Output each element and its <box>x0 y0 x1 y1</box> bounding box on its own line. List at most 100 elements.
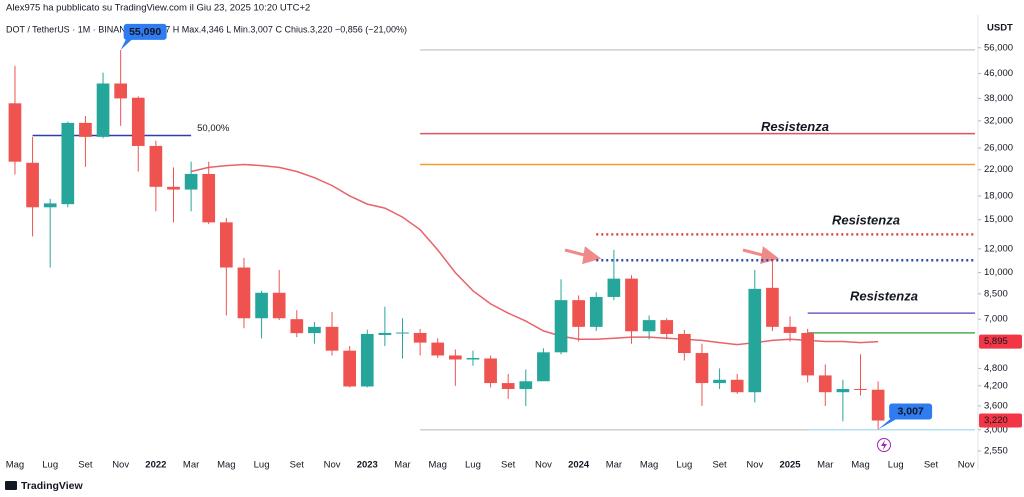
candle-body <box>783 326 797 333</box>
candle-body <box>730 379 744 393</box>
candle-body <box>642 320 656 332</box>
y-tick-label: 12,000 <box>984 243 1013 254</box>
x-tick-label: Mar <box>183 460 199 471</box>
price-tag-label: 5,895 <box>984 336 1008 347</box>
candle-body <box>519 381 533 389</box>
candle-body <box>184 173 198 190</box>
x-tick-label: Nov <box>535 460 552 471</box>
x-tick-label: Set <box>290 460 305 471</box>
candle-body <box>449 355 462 360</box>
y-tick-label: 22,000 <box>984 164 1013 175</box>
x-tick-label: Nov <box>112 460 129 471</box>
price-tag <box>979 413 1022 428</box>
x-tick-label: 2023 <box>357 460 378 471</box>
candle-body <box>818 375 832 393</box>
candle-body <box>766 287 779 327</box>
y-tick-label: 8,500 <box>984 288 1008 299</box>
candle-body <box>801 332 814 376</box>
y-tick-label: 4,800 <box>984 363 1008 374</box>
y-tick-label: 32,000 <box>984 115 1013 126</box>
callout-box <box>889 403 933 420</box>
level-label: Resistenza <box>850 288 918 303</box>
x-tick-label: Mag <box>640 460 658 471</box>
candle-body <box>607 278 621 297</box>
y-tick-label: 26,000 <box>984 142 1013 153</box>
level-label: 50,00% <box>197 123 230 134</box>
candle-body <box>466 357 480 360</box>
x-tick-label: 2022 <box>145 460 166 471</box>
event-bolt <box>881 440 887 450</box>
candle-body <box>114 83 127 99</box>
x-tick-label: Set <box>78 460 93 471</box>
candle-body <box>554 300 568 353</box>
x-tick-label: Lug <box>42 460 58 471</box>
x-tick-label: Nov <box>746 460 763 471</box>
x-tick-label: 2025 <box>779 460 801 471</box>
candle-body <box>836 388 850 393</box>
x-tick-label: Mag <box>851 460 869 471</box>
candle-body <box>272 292 286 319</box>
candle-body <box>96 83 110 137</box>
candle-body <box>854 388 867 390</box>
candle-body <box>413 332 427 343</box>
legend-line: DOT / TetherUS · 1M · BINANCE O4,077 H M… <box>6 24 407 34</box>
candle-body <box>26 162 39 208</box>
callout-pointer <box>878 417 900 430</box>
y-tick-label: 56,000 <box>984 42 1013 53</box>
candle-body <box>871 389 885 421</box>
callout-label: 55,090 <box>129 26 161 38</box>
candle-body <box>431 342 445 356</box>
x-tick-label: Mag <box>6 460 24 471</box>
callout-label: 3,007 <box>897 406 923 418</box>
price-tag <box>979 334 1022 349</box>
x-tick-label: Mar <box>606 460 622 471</box>
candle-body <box>695 353 709 384</box>
y-tick-label: 3,000 <box>984 424 1008 435</box>
arrow-head <box>760 246 780 265</box>
x-tick-label: Mag <box>428 460 446 471</box>
candle-body <box>537 352 550 382</box>
callout-pointer <box>120 37 134 50</box>
level-label: Resistenza <box>832 212 900 227</box>
moving-average <box>190 163 879 346</box>
y-tick-label: 18,000 <box>984 190 1013 201</box>
x-tick-label: 2024 <box>568 460 590 471</box>
x-tick-label: Mag <box>217 460 235 471</box>
candle-body <box>625 278 638 332</box>
logo-mark <box>5 481 17 490</box>
candle-body <box>8 103 22 162</box>
x-tick-label: Nov <box>958 460 975 471</box>
x-tick-label: Lug <box>254 460 270 471</box>
candle-body <box>290 319 304 334</box>
candle-body <box>678 333 691 354</box>
y-tick-label: 10,000 <box>984 267 1013 278</box>
y-tick-label: 46,000 <box>984 68 1013 79</box>
candle-body <box>308 326 321 334</box>
candle-body <box>396 332 409 334</box>
logo: TradingView <box>5 480 83 492</box>
candle-body <box>713 379 726 384</box>
logo-text: TradingView <box>21 480 83 492</box>
y-tick-label: 4,200 <box>984 380 1008 391</box>
candle-body <box>149 145 163 187</box>
candle-body <box>378 332 392 336</box>
y-tick-label: 2,550 <box>984 445 1008 456</box>
candle-body <box>343 350 356 387</box>
arrows <box>564 246 780 265</box>
x-tick-label: Lug <box>676 460 692 471</box>
level-label: Resistenza <box>761 119 829 134</box>
x-tick-label: Nov <box>324 460 341 471</box>
x-tick-label: Lug <box>888 460 904 471</box>
y-tick-label: 7,000 <box>984 314 1008 325</box>
candle-body <box>167 186 180 190</box>
y-axis-unit: USDT <box>987 23 1013 34</box>
candle-body <box>61 122 75 205</box>
x-tick-label: Mar <box>817 460 833 471</box>
candle-body <box>325 326 339 351</box>
y-tick-label: 3,600 <box>984 400 1008 411</box>
candle-body <box>589 296 603 327</box>
candle-body <box>202 173 216 223</box>
publisher-line: Alex975 ha pubblicato su TradingView.com… <box>6 3 310 14</box>
callout-box <box>123 23 167 40</box>
